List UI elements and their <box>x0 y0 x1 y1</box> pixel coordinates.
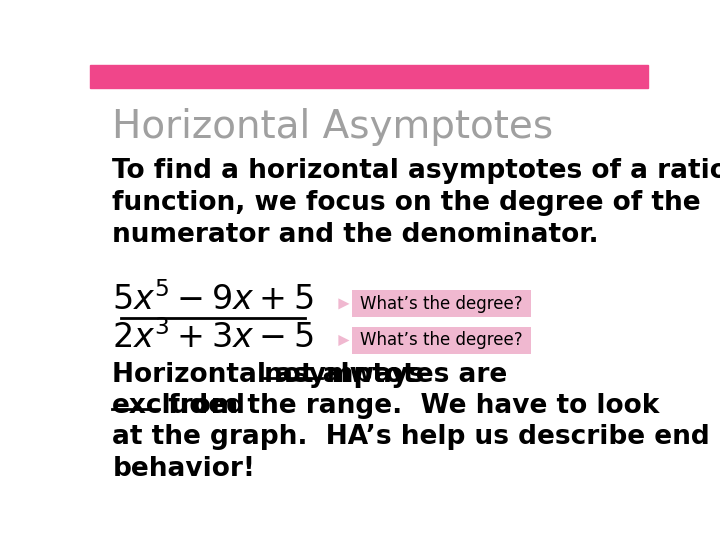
FancyBboxPatch shape <box>352 327 531 354</box>
Text: Horizontal Asymptotes: Horizontal Asymptotes <box>112 109 554 146</box>
Text: What’s the degree?: What’s the degree? <box>360 295 523 313</box>
FancyBboxPatch shape <box>90 65 648 87</box>
Text: at the graph.  HA’s help us describe end: at the graph. HA’s help us describe end <box>112 424 710 450</box>
Text: $2x^3 + 3x - 5$: $2x^3 + 3x - 5$ <box>112 320 314 355</box>
FancyBboxPatch shape <box>352 291 531 318</box>
Text: from the range.  We have to look: from the range. We have to look <box>159 393 660 419</box>
Text: not always: not always <box>264 362 424 388</box>
Text: What’s the degree?: What’s the degree? <box>360 332 523 349</box>
Text: To find a horizontal asymptotes of a rational: To find a horizontal asymptotes of a rat… <box>112 158 720 184</box>
Text: behavior!: behavior! <box>112 456 256 482</box>
Text: function, we focus on the degree of the: function, we focus on the degree of the <box>112 191 701 217</box>
Text: $5x^5 - 9x + 5$: $5x^5 - 9x + 5$ <box>112 282 314 317</box>
Text: excluded: excluded <box>112 393 246 419</box>
Text: numerator and the denominator.: numerator and the denominator. <box>112 222 599 248</box>
Text: Horizontal asymptotes are: Horizontal asymptotes are <box>112 362 517 388</box>
